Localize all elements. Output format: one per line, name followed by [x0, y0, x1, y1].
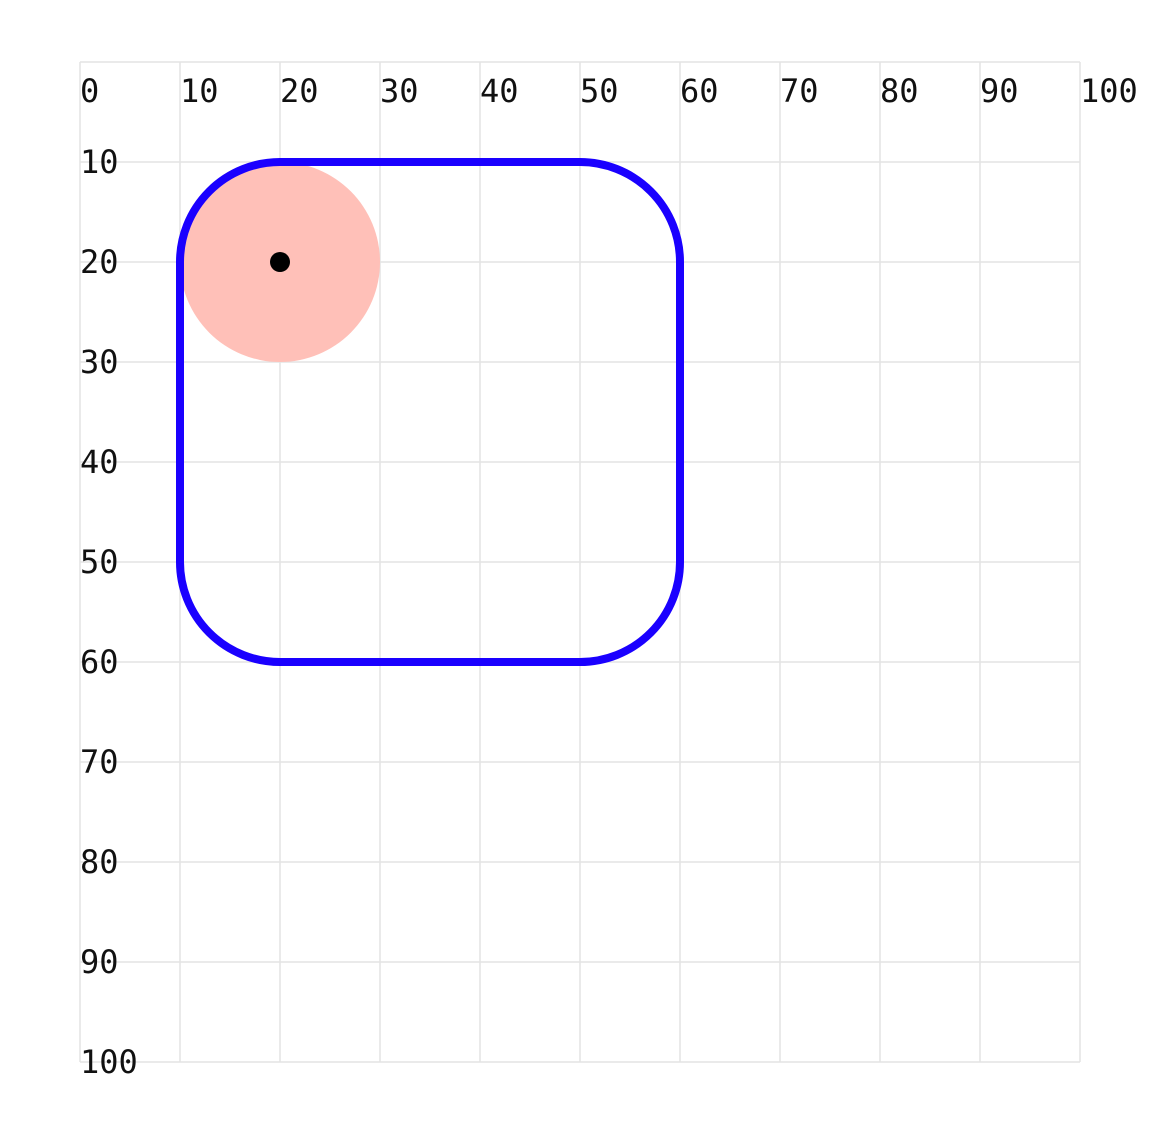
blue-rounded-rectangle	[176, 158, 684, 666]
y-tick-label: 90	[80, 943, 119, 981]
x-tick-label: 20	[280, 72, 319, 110]
y-tick-label: 100	[80, 1043, 138, 1081]
y-tick-label: 60	[80, 643, 119, 681]
y-tick-label: 40	[80, 443, 119, 481]
y-tick-label: 20	[80, 243, 119, 281]
y-tick-label: 10	[80, 143, 119, 181]
y-tick-label: 80	[80, 843, 119, 881]
x-tick-label: 80	[880, 72, 919, 110]
y-tick-label: 50	[80, 543, 119, 581]
center-point	[270, 252, 290, 272]
x-tick-label: 40	[480, 72, 519, 110]
x-tick-label: 0	[80, 72, 99, 110]
x-tick-label: 30	[380, 72, 419, 110]
x-tick-label: 100	[1080, 72, 1138, 110]
x-axis-tick-labels: 0 10 20 30 40 50 60 70 80 90 100	[80, 72, 1138, 110]
x-tick-label: 60	[680, 72, 719, 110]
x-tick-label: 50	[580, 72, 619, 110]
x-tick-label: 90	[980, 72, 1019, 110]
x-tick-label: 70	[780, 72, 819, 110]
y-axis-tick-labels: 10 20 30 40 50 60 70 80 90 100	[80, 143, 138, 1081]
y-tick-label: 70	[80, 743, 119, 781]
shapes	[176, 158, 684, 666]
x-tick-label: 10	[180, 72, 219, 110]
y-tick-label: 30	[80, 343, 119, 381]
